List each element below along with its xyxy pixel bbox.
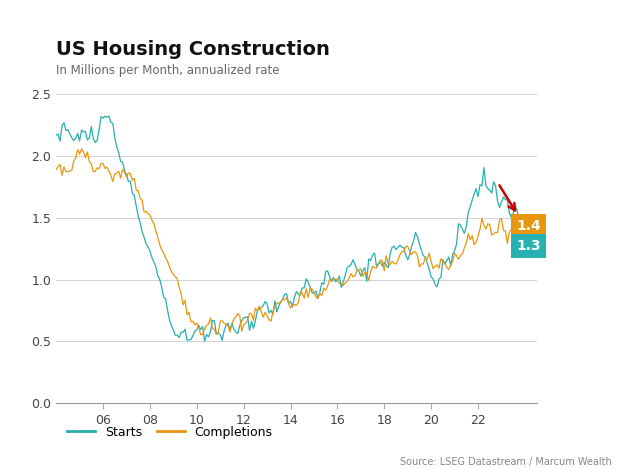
Text: 1.3: 1.3 xyxy=(516,239,541,253)
Text: In Millions per Month, annualized rate: In Millions per Month, annualized rate xyxy=(56,64,280,77)
Text: Source: LSEG Datastream / Marcum Wealth: Source: LSEG Datastream / Marcum Wealth xyxy=(400,457,612,467)
Legend: Starts, Completions: Starts, Completions xyxy=(62,421,278,444)
Text: US Housing Construction: US Housing Construction xyxy=(56,40,330,59)
Text: 1.4: 1.4 xyxy=(516,219,541,233)
